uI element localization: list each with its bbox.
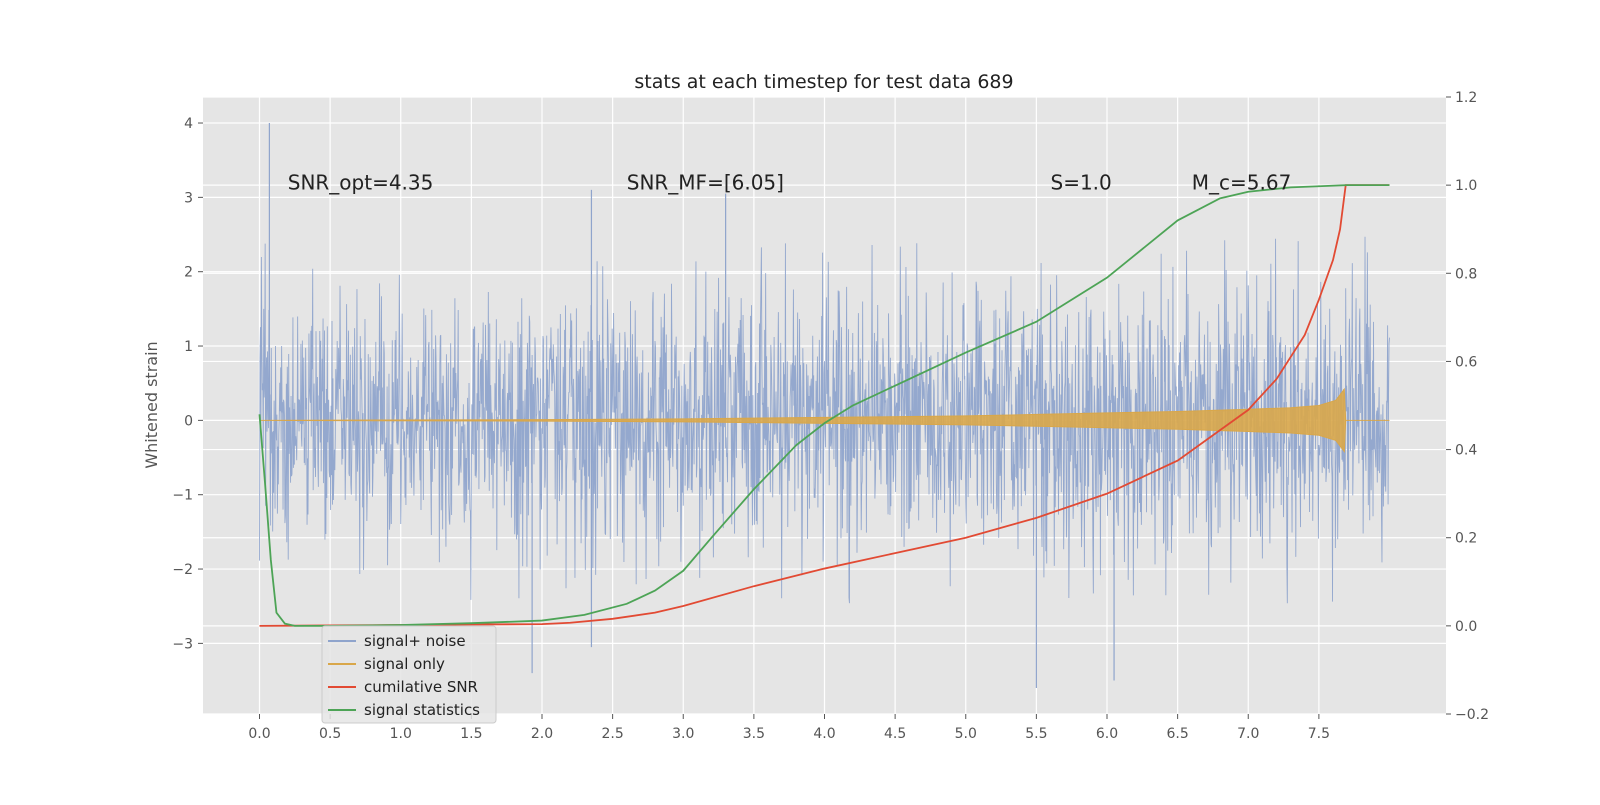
y2-tick-label: −0.2 — [1455, 707, 1489, 723]
y-tick-label: 2 — [184, 265, 193, 281]
x-tick-label: 2.5 — [601, 726, 623, 742]
legend: signal+ noise signal only cumilative SNR si… — [321, 625, 497, 724]
x-tick-label: 4.0 — [813, 726, 835, 742]
y2-tick-label: 1.2 — [1455, 90, 1477, 106]
legend-label: signal+ noise — [364, 632, 466, 650]
y2-tick-label: 0.0 — [1455, 619, 1477, 635]
x-tick-label: 1.5 — [460, 726, 482, 742]
annotation-mc: M_c=5.67 — [1192, 170, 1292, 194]
x-tick-label: 6.0 — [1096, 726, 1118, 742]
x-tick-label: 5.0 — [955, 726, 977, 742]
series-cumulative-snr — [259, 184, 1390, 627]
annotation-snr-opt: SNR_opt=4.35 — [288, 170, 434, 194]
legend-label: cumilative SNR — [364, 678, 478, 696]
series-signal-statistics — [258, 184, 1390, 627]
annotation-snr-mf: SNR_MF=[6.05] — [627, 170, 784, 194]
y-tick-label: 4 — [184, 116, 193, 132]
y-tick-label: −1 — [172, 488, 193, 504]
y2-tick-label: 0.2 — [1455, 531, 1477, 547]
ticks-layer: 0.0 0.5 1.0 1.5 2.0 2.5 3.0 3.5 4.0 4.5 5.0 5.5 6.0 6… — [172, 90, 1489, 742]
legend-label: signal only — [364, 655, 445, 673]
x-tick-label: 0.5 — [319, 726, 341, 742]
x-tick-label: 7.0 — [1237, 726, 1259, 742]
x-tick-label: 1.0 — [390, 726, 412, 742]
x-tick-label: 7.5 — [1308, 726, 1330, 742]
x-tick-label: 5.5 — [1025, 726, 1047, 742]
y2-tick-label: 1.0 — [1455, 178, 1477, 194]
annotation-s: S=1.0 — [1051, 170, 1112, 194]
chart-title: stats at each timestep for test data 689 — [634, 71, 1013, 93]
series-signal-only — [259, 387, 1390, 453]
series-signal-noise — [259, 236, 1390, 612]
y-tick-label: 3 — [184, 190, 193, 206]
x-tick-label: 4.5 — [884, 726, 906, 742]
x-tick-label: 6.5 — [1166, 726, 1188, 742]
y-tick-label: −2 — [172, 562, 193, 578]
y-tick-label: −3 — [172, 636, 193, 652]
legend-box — [321, 625, 497, 724]
y2-tick-label: 0.6 — [1455, 354, 1477, 370]
y-tick-label: 0 — [184, 413, 193, 429]
legend-label: signal statistics — [364, 701, 480, 719]
series-layer — [258, 123, 1390, 688]
annotations: SNR_opt=4.35 SNR_MF=[6.05] S=1.0 M_c=5.67 — [288, 170, 1292, 194]
x-tick-label: 0.0 — [248, 726, 270, 742]
y-axis-label: Whitened strain — [142, 341, 161, 468]
x-tick-label: 3.0 — [672, 726, 694, 742]
y2-tick-label: 0.4 — [1455, 443, 1477, 459]
y-tick-label: 1 — [184, 339, 193, 355]
x-tick-label: 2.0 — [531, 726, 553, 742]
y2-tick-label: 0.8 — [1455, 266, 1477, 282]
x-tick-label: 3.5 — [743, 726, 765, 742]
